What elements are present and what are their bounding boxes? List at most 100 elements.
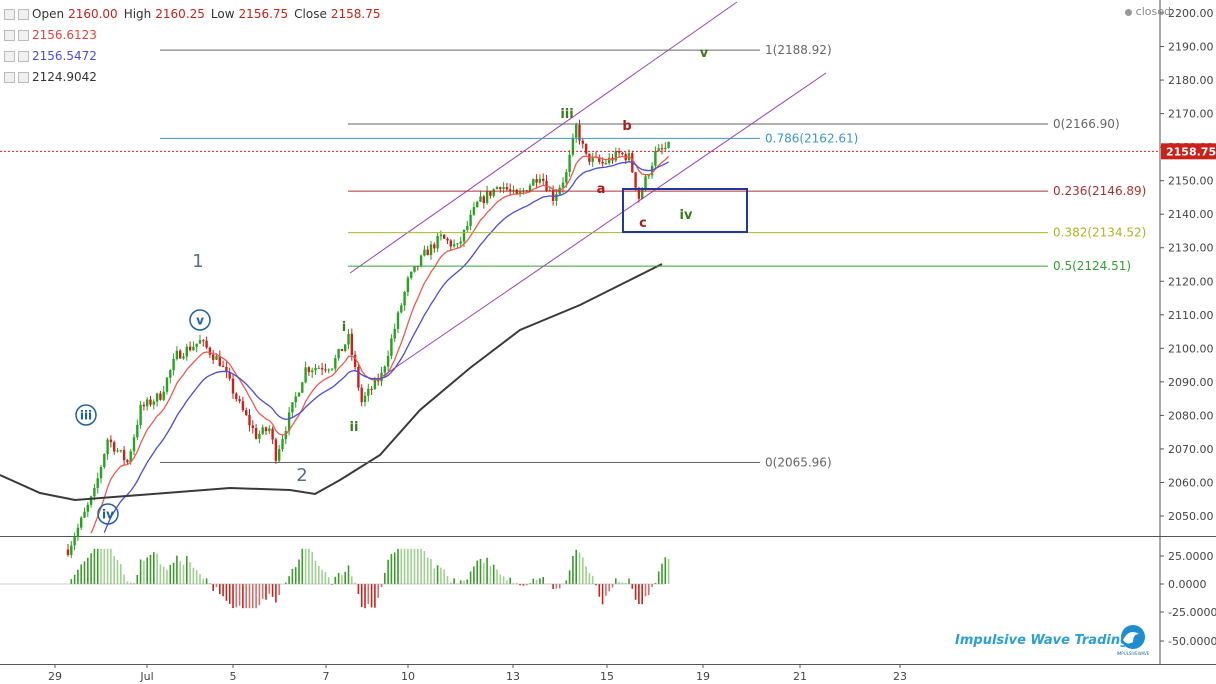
visibility-icon[interactable] [18,51,29,62]
settings-icon[interactable] [4,9,15,20]
candle-body [489,191,492,196]
candle-body [221,365,225,367]
candle-body [581,140,584,144]
visibility-icon[interactable] [18,30,29,41]
candle-body [429,244,433,256]
price-tick-label: 2140.00 [1168,208,1214,221]
candle-body [149,399,152,405]
candle-body [287,412,291,432]
candle-body [347,333,350,345]
time-tick-label: 13 [506,670,520,683]
price-tick-label: 2150.00 [1168,175,1214,188]
candle-body [380,372,383,382]
candle-body [139,404,142,425]
wave-label: a [597,182,606,197]
high-label: High [123,7,152,21]
wave-label: 2 [296,465,307,486]
candle-body [426,249,429,256]
candle-body [634,172,637,188]
visibility-icon[interactable] [18,72,29,83]
indicator-sma-slow[interactable]: 2124.9042 [4,67,381,88]
candle-body [264,427,268,432]
candle-body [614,151,617,161]
candle-body [396,312,400,329]
indicator-value: 2156.6123 [32,28,97,42]
last-price-label: 2158.75 [1166,145,1216,158]
candle-body [551,190,555,201]
candle-body [228,372,231,379]
candle-body [93,487,96,497]
settings-icon[interactable] [4,51,15,62]
time-tick-label: 10 [401,670,415,683]
candle-body [162,391,165,400]
candle-body [390,338,393,356]
candle-body [129,451,132,463]
indicator-ema-mid[interactable]: 2156.5472 [4,46,381,67]
candle-body [76,527,80,538]
candle-body [159,393,162,400]
fib-level-label: 0(2065.96) [765,455,832,469]
settings-icon[interactable] [4,30,15,41]
candle-body [294,396,297,403]
high-value: 2160.25 [155,7,205,21]
candle-body [667,141,670,148]
candle-body [528,185,532,192]
candle-body [109,439,113,443]
price-tick-label: 2050.00 [1168,510,1214,523]
settings-icon[interactable] [4,72,15,83]
candle-body [278,449,281,461]
candle-body [443,234,446,239]
candle-body [571,137,575,155]
candle-body [340,349,344,351]
candle-body [446,238,449,241]
candle-body [383,366,386,373]
candle-body [205,340,208,348]
candle-body [208,347,212,355]
price-tick-label: 2060.00 [1168,476,1214,489]
candle-body [370,388,373,390]
fib-level-label: 0.236(2146.89) [1053,184,1146,198]
sma-slow-line [0,263,663,502]
last-price-marker [1161,143,1216,160]
candle-body [363,395,367,403]
candle-body [601,161,604,164]
price-tick-label: 2170.00 [1168,108,1214,121]
candle-body [106,439,109,455]
candle-body [165,377,169,392]
wave-iv-target-box[interactable] [622,188,748,233]
candle-body [274,439,278,461]
visibility-icon[interactable] [18,9,29,20]
candle-body [155,393,159,402]
price-tick-label: 2130.00 [1168,242,1214,255]
candle-body [89,496,93,505]
candle-body [492,189,495,196]
candle-body [116,450,119,452]
indicator-value: 2124.9042 [32,70,97,84]
wave-label: iii [80,409,92,423]
candle-body [258,433,261,439]
candle-body [86,504,89,512]
wave-label-circle [97,503,119,525]
candle-body [664,147,667,150]
candle-body [136,424,139,438]
time-tick-label: 29 [48,670,62,683]
candle-body [502,187,505,189]
candle-body [231,378,235,394]
candle-body [512,189,515,191]
candle-body [647,175,650,177]
candle-body [317,367,320,369]
candle-body [660,148,664,150]
channel-upper-line [349,1,738,274]
candle-body [198,340,202,344]
fib-level-label: 0.5(2124.51) [1053,259,1131,273]
candle-body [410,271,413,278]
price-axis[interactable]: 2200.002190.002180.002170.002160.002150.… [1160,7,1214,523]
candle-body [617,151,621,153]
indicator-ema-fast[interactable]: 2156.6123 [4,25,381,46]
candle-body [433,244,436,249]
candle-body [452,244,456,247]
candle-body [456,243,459,245]
candle-body [248,414,251,426]
open-value: 2160.00 [68,7,118,21]
